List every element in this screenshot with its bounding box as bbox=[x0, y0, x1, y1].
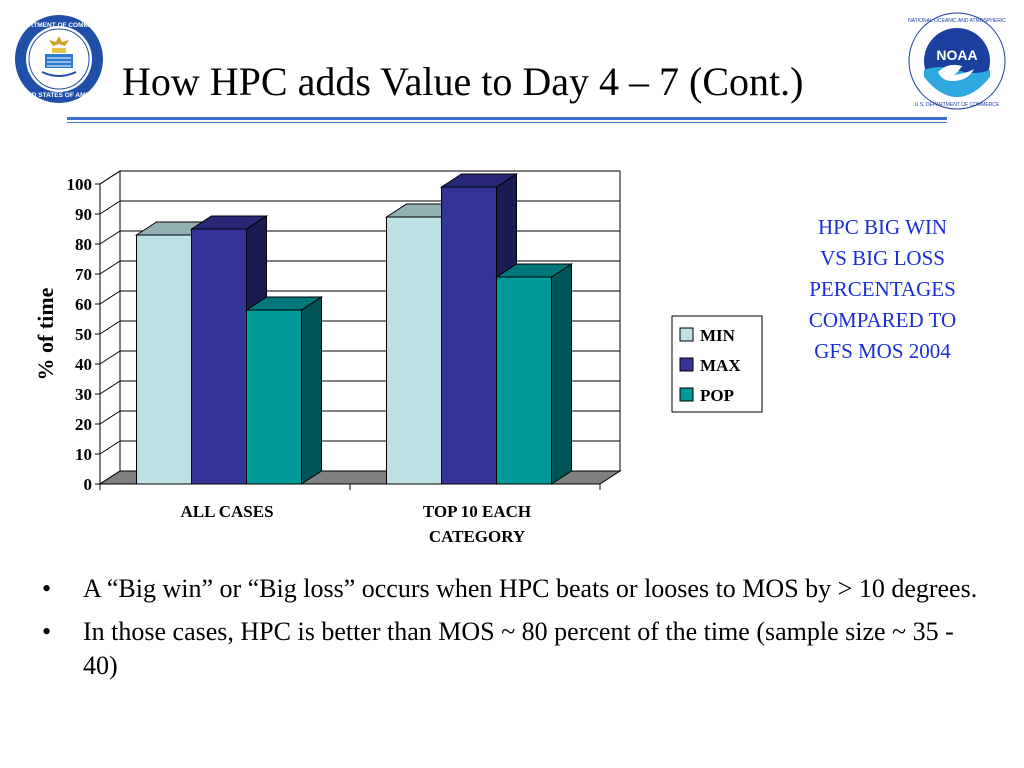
bullet-item: • In those cases, HPC is better than MOS… bbox=[40, 615, 990, 683]
y-tick-label: 70 bbox=[75, 265, 92, 284]
title-underline-thin bbox=[67, 122, 947, 123]
legend-label: POP bbox=[700, 386, 734, 405]
side-note-line: GFS MOS 2004 bbox=[814, 339, 951, 363]
bullet-symbol: • bbox=[42, 617, 52, 646]
gridline bbox=[99, 170, 620, 185]
y-axis-title: % of time bbox=[33, 287, 58, 380]
y-tick-label: 100 bbox=[67, 175, 93, 194]
bullet-text: In those cases, HPC is better than MOS ~… bbox=[83, 617, 954, 680]
side-note-line: COMPARED TO bbox=[808, 308, 957, 332]
bar-max bbox=[441, 186, 497, 485]
y-tick-label: 30 bbox=[75, 385, 92, 404]
side-note-line: PERCENTAGES bbox=[809, 277, 956, 301]
bar-pop bbox=[246, 309, 302, 485]
y-tick-label: 50 bbox=[75, 325, 92, 344]
title-underline bbox=[67, 117, 947, 120]
department-of-commerce-ring-text: DEPARTMENT OF COMMERCE bbox=[14, 22, 104, 29]
bar-pop bbox=[496, 276, 552, 485]
bar-side bbox=[551, 263, 572, 485]
slide-title: How HPC adds Value to Day 4 – 7 (Cont.) bbox=[122, 59, 804, 104]
department-of-commerce-ring-text: UNITED STATES OF AMERICA bbox=[14, 92, 104, 99]
bar-min bbox=[136, 234, 192, 485]
y-tick-label: 20 bbox=[75, 415, 92, 434]
chart-side-note: HPC BIG WIN VS BIG LOSS PERCENTAGES COMP… bbox=[775, 212, 990, 367]
department-of-commerce-logo: DEPARTMENT OF COMMERCE UNITED STATES OF … bbox=[11, 14, 108, 104]
bullet-symbol: • bbox=[42, 574, 52, 603]
y-tick-label: 10 bbox=[75, 445, 92, 464]
noaa-ring-text: U.S. DEPARTMENT OF COMMERCE bbox=[915, 102, 1000, 108]
legend-swatch bbox=[679, 327, 694, 342]
bar-chart: 0 10 20 30 40 50 60 70 80 90 100 % of time ALL CASES… bbox=[33, 170, 763, 546]
y-tick-label: 60 bbox=[75, 295, 92, 314]
bullet-item: • A “Big win” or “Big loss” occurs when … bbox=[40, 572, 990, 606]
x-category-label: ALL CASES bbox=[180, 502, 273, 521]
legend-label: MAX bbox=[700, 356, 741, 375]
noaa-ring-text: NATIONAL OCEANIC AND ATMOSPHERIC bbox=[908, 18, 1006, 24]
legend-swatch bbox=[679, 357, 694, 372]
bar-min bbox=[386, 216, 442, 485]
y-tick-label: 0 bbox=[84, 475, 93, 494]
bullet-text: A “Big win” or “Big loss” occurs when HP… bbox=[83, 574, 978, 603]
side-note-line: HPC BIG WIN bbox=[817, 215, 948, 239]
bar-side bbox=[301, 296, 322, 485]
y-tick-label: 90 bbox=[75, 205, 92, 224]
noaa-logo: NOAA NATIONAL OCEANIC AND ATMOSPHERIC U.… bbox=[908, 12, 1006, 110]
side-note-line: VS BIG LOSS bbox=[820, 246, 945, 270]
bullet-list: • A “Big win” or “Big loss” occurs when … bbox=[40, 572, 990, 692]
x-category-label: TOP 10 EACH bbox=[423, 502, 531, 521]
noaa-logo-label: NOAA bbox=[936, 47, 977, 63]
y-tick-label: 40 bbox=[75, 355, 92, 374]
x-category-label: CATEGORY bbox=[429, 527, 525, 546]
y-tick-label: 80 bbox=[75, 235, 92, 254]
bar-max bbox=[191, 228, 247, 485]
legend-swatch bbox=[679, 387, 694, 402]
legend-label: MIN bbox=[700, 326, 736, 345]
